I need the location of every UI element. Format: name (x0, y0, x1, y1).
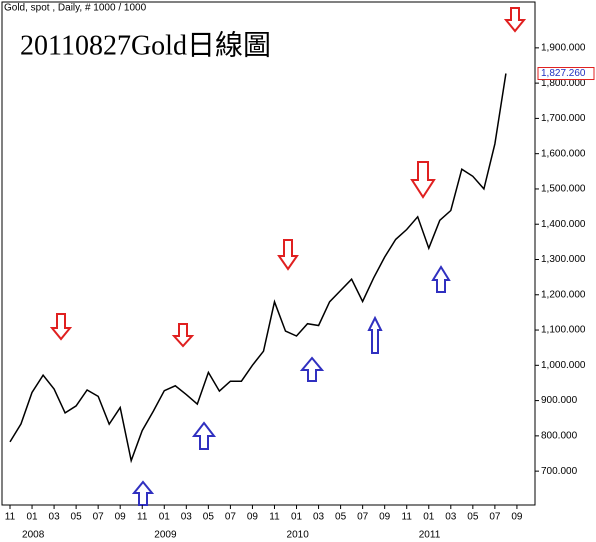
y-tick-label: 1,100.000 (541, 325, 586, 336)
up-arrow (299, 356, 325, 382)
x-tick-label: 09 (247, 512, 259, 523)
up-arrow (131, 480, 155, 506)
x-tick-label: 01 (26, 512, 38, 523)
x-tick-label: 11 (269, 512, 280, 523)
chart-title: 20110827Gold日線圖 (20, 29, 271, 61)
year-label: 2010 (287, 530, 310, 541)
down-arrow (410, 161, 436, 199)
x-tick-label: 09 (511, 512, 523, 523)
x-tick-label: 07 (357, 512, 369, 523)
x-tick-label: 05 (203, 512, 215, 523)
x-tick-label: 07 (93, 512, 105, 523)
x-tick-label: 07 (489, 512, 501, 523)
y-tick-label: 1,600.000 (541, 148, 586, 159)
y-tick-label: 1,000.000 (541, 360, 586, 371)
up-arrow (367, 315, 383, 354)
x-tick-label: 11 (5, 512, 16, 523)
y-tick-label: 1,800.000 (541, 78, 586, 89)
x-tick-label: 05 (71, 512, 83, 523)
last-price-label: 1,827.260 (541, 68, 586, 79)
year-label: 2008 (22, 530, 45, 541)
plot-frame (1, 1, 536, 506)
x-tick-label: 05 (467, 512, 479, 523)
x-tick-label: 03 (181, 512, 193, 523)
y-tick-label: 900.000 (541, 395, 578, 406)
x-tick-label: 03 (49, 512, 61, 523)
x-tick-label: 01 (291, 512, 303, 523)
y-tick-label: 1,900.000 (541, 42, 586, 53)
x-tick-label: 03 (445, 512, 457, 523)
x-tick-label: 03 (313, 512, 325, 523)
year-label: 2011 (419, 530, 441, 541)
x-tick-label: 11 (137, 512, 148, 523)
y-tick-label: 1,200.000 (541, 289, 586, 300)
year-label: 2009 (154, 530, 177, 541)
x-tick-label: 01 (423, 512, 435, 523)
down-arrow (503, 7, 527, 33)
y-tick-label: 1,400.000 (541, 219, 586, 230)
x-tick-label: 11 (402, 512, 413, 523)
price-line (9, 73, 507, 464)
annotations (49, 7, 527, 506)
y-tick-label: 700.000 (541, 466, 578, 477)
up-arrow (191, 421, 217, 450)
chart-header: Gold, spot , Daily, # 1000 / 1000 (4, 3, 147, 14)
up-arrow (431, 265, 451, 293)
x-tick-label: 05 (335, 512, 347, 523)
down-arrow (171, 323, 195, 348)
x-tick-label: 01 (159, 512, 171, 523)
y-tick-label: 1,700.000 (541, 113, 586, 124)
y-tick-label: 1,500.000 (541, 184, 586, 195)
y-tick-label: 800.000 (541, 431, 578, 442)
last-price-box (537, 67, 595, 81)
x-tick-label: 07 (225, 512, 237, 523)
y-tick-label: 1,300.000 (541, 254, 586, 265)
x-tick-label: 09 (379, 512, 391, 523)
x-tick-label: 09 (115, 512, 127, 523)
down-arrow (277, 239, 299, 271)
down-arrow (49, 313, 73, 341)
